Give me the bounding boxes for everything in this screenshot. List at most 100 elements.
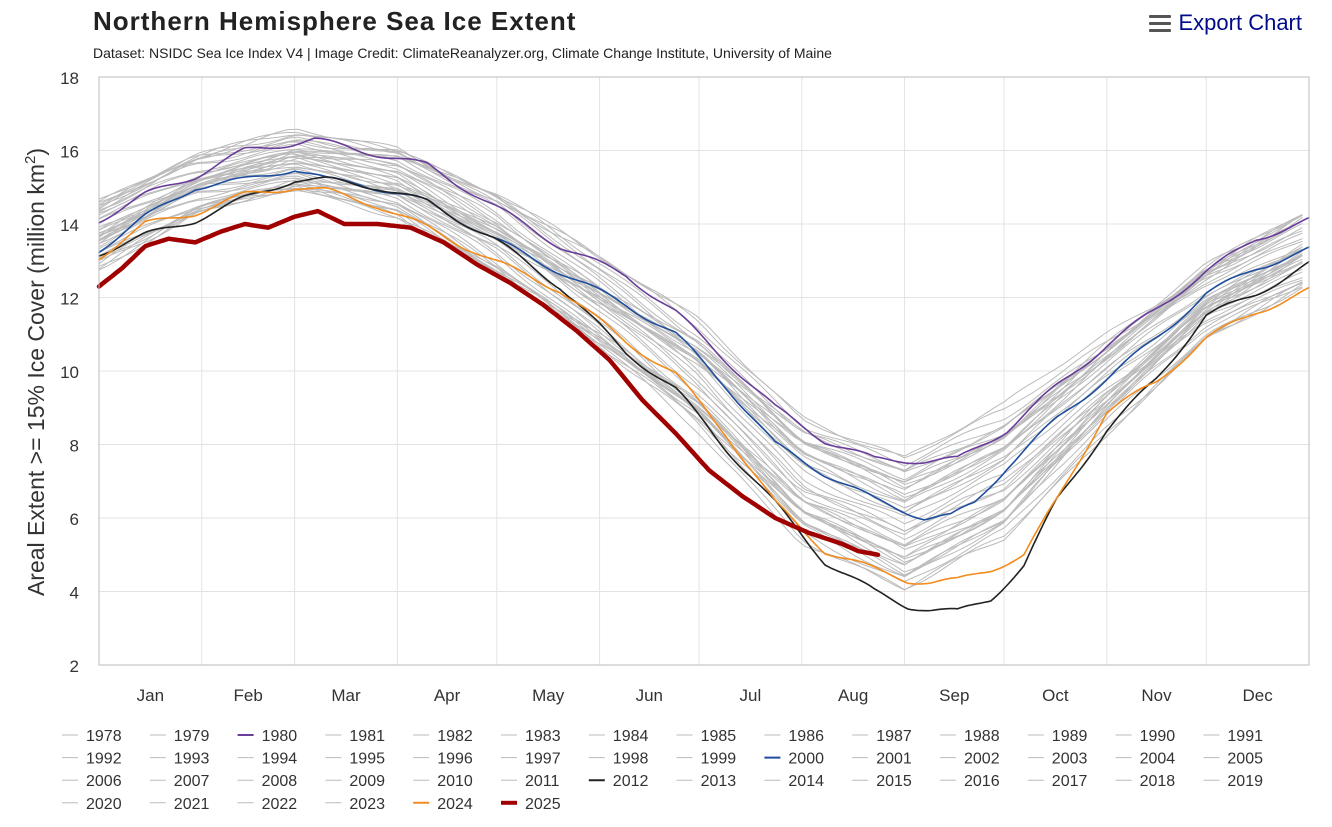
- series-line-1985: [98, 179, 1303, 566]
- legend-item-2014[interactable]: 2014: [764, 773, 824, 790]
- legend-label: 2017: [1052, 773, 1088, 790]
- legend-item-1979[interactable]: 1979: [149, 728, 210, 745]
- hamburger-menu-icon[interactable]: [1148, 14, 1171, 32]
- legend-item-1987[interactable]: 1987: [852, 728, 912, 745]
- legend-item-2020[interactable]: 2020: [62, 796, 122, 813]
- y-tick-label: 14: [60, 216, 79, 235]
- legend-item-2001[interactable]: 2001: [852, 751, 912, 768]
- legend-item-1990[interactable]: 1990: [1115, 728, 1176, 745]
- series-line-2025: [96, 208, 881, 558]
- series-line-2009: [98, 131, 1303, 459]
- legend-item-1997[interactable]: 1997: [501, 751, 561, 768]
- x-tick-label: Nov: [1141, 686, 1172, 705]
- legend-item-1988[interactable]: 1988: [940, 728, 1000, 745]
- legend-item-2018[interactable]: 2018: [1115, 773, 1176, 790]
- legend-item-1978[interactable]: 1978: [62, 728, 122, 745]
- x-tick-label: Mar: [331, 686, 361, 705]
- legend-label: 1998: [613, 751, 649, 768]
- legend-item-2007[interactable]: 2007: [149, 773, 210, 790]
- legend-item-1998[interactable]: 1998: [588, 751, 649, 768]
- legend-item-2015[interactable]: 2015: [852, 773, 912, 790]
- y-tick-label: 16: [60, 143, 79, 162]
- legend-label: 1995: [349, 751, 385, 768]
- legend-item-2024[interactable]: 2024: [413, 796, 473, 813]
- legend-item-2023[interactable]: 2023: [325, 796, 385, 813]
- legend-label: 2007: [174, 773, 210, 790]
- legend-item-1981[interactable]: 1981: [325, 728, 385, 745]
- chart-title: Northern Hemisphere Sea Ice Extent: [93, 6, 577, 36]
- legend-item-1989[interactable]: 1989: [1027, 728, 1088, 745]
- legend-item-1992[interactable]: 1992: [62, 751, 122, 768]
- legend-item-2022[interactable]: 2022: [237, 796, 298, 813]
- legend-item-1982[interactable]: 1982: [413, 728, 473, 745]
- legend-item-1984[interactable]: 1984: [588, 728, 649, 745]
- legend-label: 2006: [86, 773, 122, 790]
- legend-item-2025[interactable]: 2025: [501, 796, 561, 813]
- legend-label: 1983: [525, 728, 561, 745]
- legend-item-1999[interactable]: 1999: [676, 751, 737, 768]
- legend-label: 2012: [613, 773, 649, 790]
- legend-item-2005[interactable]: 2005: [1203, 751, 1263, 768]
- legend-label: 2018: [1140, 773, 1176, 790]
- series-line-1978: [98, 190, 1303, 591]
- legend-item-1996[interactable]: 1996: [413, 751, 473, 768]
- series-line-2010: [98, 140, 1303, 483]
- legend-item-1985[interactable]: 1985: [676, 728, 737, 745]
- legend-item-2016[interactable]: 2016: [940, 773, 1000, 790]
- legend-item-2009[interactable]: 2009: [325, 773, 385, 790]
- series-line-2006: [98, 167, 1303, 546]
- legend-item-2003[interactable]: 2003: [1027, 751, 1088, 768]
- export-chart-button[interactable]: Export Chart: [1148, 10, 1303, 36]
- series-line-1997: [98, 160, 1303, 525]
- legend-item-2013[interactable]: 2013: [676, 773, 737, 790]
- legend-item-1983[interactable]: 1983: [501, 728, 561, 745]
- legend-item-2002[interactable]: 2002: [940, 751, 1000, 768]
- y-tick-label: 6: [70, 510, 79, 529]
- legend-item-2012[interactable]: 2012: [588, 773, 649, 790]
- series-line-2021: [98, 163, 1303, 532]
- legend-label: 2008: [262, 773, 298, 790]
- legend-item-2017[interactable]: 2017: [1027, 773, 1088, 790]
- x-tick-label: Oct: [1042, 686, 1069, 705]
- legend-label: 1985: [701, 728, 737, 745]
- series-line-1996: [98, 151, 1303, 502]
- y-tick-label: 18: [60, 69, 79, 88]
- legend-label: 1984: [613, 728, 649, 745]
- legend-label: 2005: [1227, 751, 1263, 768]
- legend-label: 1999: [701, 751, 737, 768]
- legend-label: 1989: [1052, 728, 1088, 745]
- legend-label: 1986: [788, 728, 824, 745]
- legend-item-1980[interactable]: 1980: [237, 728, 298, 745]
- x-tick-label: May: [532, 686, 565, 705]
- y-tick-label: 2: [70, 657, 79, 676]
- legend-item-2011[interactable]: 2011: [501, 773, 560, 790]
- legend-label: 2011: [525, 773, 560, 790]
- legend-label: 2003: [1052, 751, 1088, 768]
- legend-item-2008[interactable]: 2008: [237, 773, 298, 790]
- legend-item-2006[interactable]: 2006: [62, 773, 122, 790]
- legend-item-1994[interactable]: 1994: [237, 751, 298, 768]
- series-line-2019: [98, 151, 1303, 495]
- legend-item-1995[interactable]: 1995: [325, 751, 385, 768]
- legend-label: 1979: [174, 728, 210, 745]
- x-tick-label: Jul: [740, 686, 762, 705]
- series-line-2024: [98, 187, 1310, 585]
- y-axis-label: Areal Extent >= 15% Ice Cover (million k…: [22, 148, 49, 596]
- series-line-2000: [98, 170, 1310, 521]
- export-chart-label[interactable]: Export Chart: [1178, 10, 1303, 35]
- series-line-1990: [98, 162, 1303, 532]
- legend-item-1993[interactable]: 1993: [149, 751, 210, 768]
- legend-item-1986[interactable]: 1986: [764, 728, 824, 745]
- legend-label: 2000: [788, 751, 824, 768]
- legend-label: 2016: [964, 773, 1000, 790]
- legend-item-1991[interactable]: 1991: [1203, 728, 1263, 745]
- legend-item-2019[interactable]: 2019: [1203, 773, 1263, 790]
- legend-label: 1994: [262, 751, 298, 768]
- legend-item-2004[interactable]: 2004: [1115, 751, 1176, 768]
- legend-item-2021[interactable]: 2021: [149, 796, 210, 813]
- legend-label: 2023: [349, 796, 385, 813]
- legend-item-2000[interactable]: 2000: [764, 751, 824, 768]
- y-tick-label: 10: [60, 363, 79, 382]
- legend-item-2010[interactable]: 2010: [413, 773, 473, 790]
